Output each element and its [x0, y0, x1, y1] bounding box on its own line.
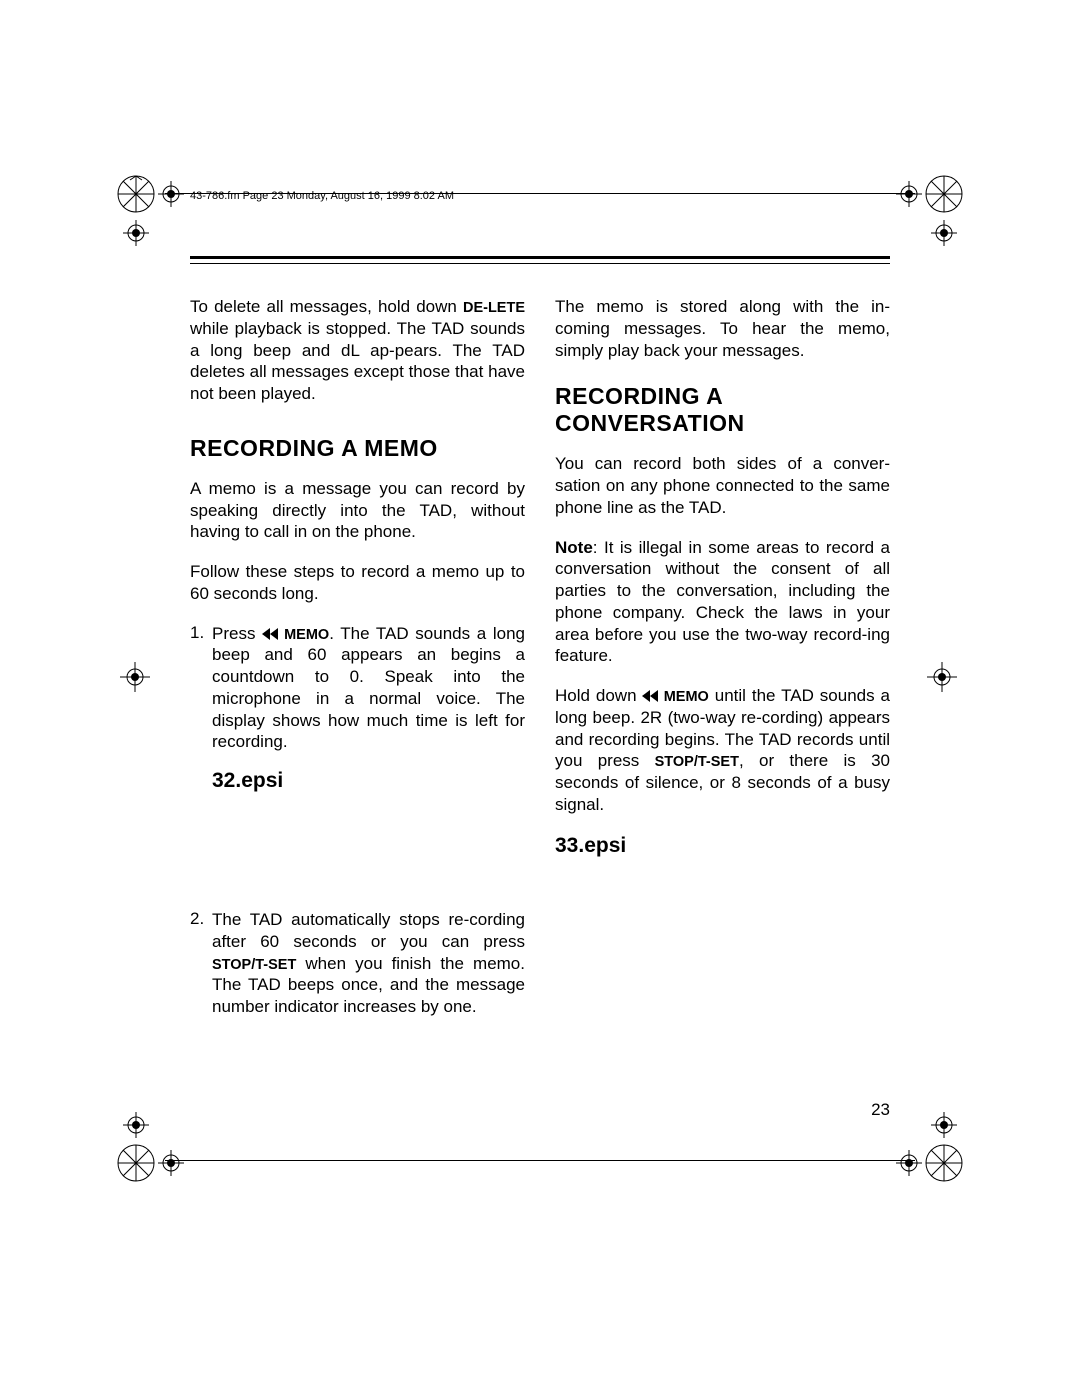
bottom-crop-line [165, 1160, 915, 1161]
two-columns: To delete all messages, hold down DE-LET… [190, 296, 890, 1032]
conv-note: Note: It is illegal in some areas to rec… [555, 537, 890, 668]
memo-steps-2: 2. The TAD automatically stops re-cordin… [190, 909, 525, 1018]
reg-mark-mid-right [925, 660, 965, 700]
header-rule [190, 256, 890, 264]
text: Press [212, 624, 262, 643]
delete-key: DE-LETE [463, 300, 525, 316]
memo-key: MEMO [278, 627, 329, 643]
rewind-icon [262, 628, 278, 640]
heading-recording-conversation: RECORDING A CONVERSATION [555, 383, 890, 437]
zero: 0 [350, 667, 359, 686]
reg-mark-top-left [112, 170, 192, 250]
figure-placeholder-32 [190, 809, 525, 909]
stop-key: STOP/T-SET [212, 957, 296, 973]
two-r: 2R [640, 708, 662, 727]
heading-recording-memo: RECORDING A MEMO [190, 435, 525, 462]
page-header: 43-786.fm Page 23 Monday, August 16, 199… [190, 190, 890, 202]
right-column: The memo is stored along with the in-com… [555, 296, 890, 1032]
left-column: To delete all messages, hold down DE-LET… [190, 296, 525, 1032]
memo-intro: A memo is a message you can record by sp… [190, 478, 525, 543]
note-label: Note [555, 538, 593, 557]
text: Hold down [555, 686, 642, 705]
step-text: The TAD automatically stops re-cording a… [212, 909, 525, 1018]
text: To delete all messages, hold down [190, 297, 463, 316]
rewind-icon [642, 690, 658, 702]
memo-key: MEMO [658, 689, 708, 705]
memo-follow: Follow these steps to record a memo up t… [190, 561, 525, 605]
epsi-33: 33.epsi [555, 834, 890, 858]
conv-intro: You can record both sides of a conver-sa… [555, 453, 890, 518]
text: : It is illegal in some areas to record … [555, 538, 890, 666]
step-number: 1. [190, 623, 212, 754]
dl-display: dL [341, 341, 359, 360]
epsi-32: 32.epsi [212, 769, 525, 793]
memo-stored: The memo is stored along with the in-com… [555, 296, 890, 361]
delete-para: To delete all messages, hold down DE-LET… [190, 296, 525, 405]
step-number: 2. [190, 909, 212, 1018]
page-content: 43-786.fm Page 23 Monday, August 16, 199… [190, 190, 890, 1032]
reg-mark-bottom-right [888, 1105, 968, 1185]
sixty: 60 [308, 645, 327, 664]
conv-hold: Hold down MEMO until the TAD sounds a lo… [555, 685, 890, 816]
reg-mark-bottom-left [112, 1105, 192, 1185]
reg-mark-top-right [888, 170, 968, 250]
page-number: 23 [871, 1100, 890, 1120]
reg-mark-mid-left [118, 660, 158, 700]
step-2: 2. The TAD automatically stops re-cordin… [190, 909, 525, 1018]
text: The TAD automatically stops re-cording a… [212, 910, 525, 951]
step-text: Press MEMO. The TAD sounds a long beep a… [212, 623, 525, 754]
step-1: 1. Press MEMO. The TAD sounds a long bee… [190, 623, 525, 754]
stop-key: STOP/T-SET [655, 754, 739, 770]
memo-steps: 1. Press MEMO. The TAD sounds a long bee… [190, 623, 525, 754]
